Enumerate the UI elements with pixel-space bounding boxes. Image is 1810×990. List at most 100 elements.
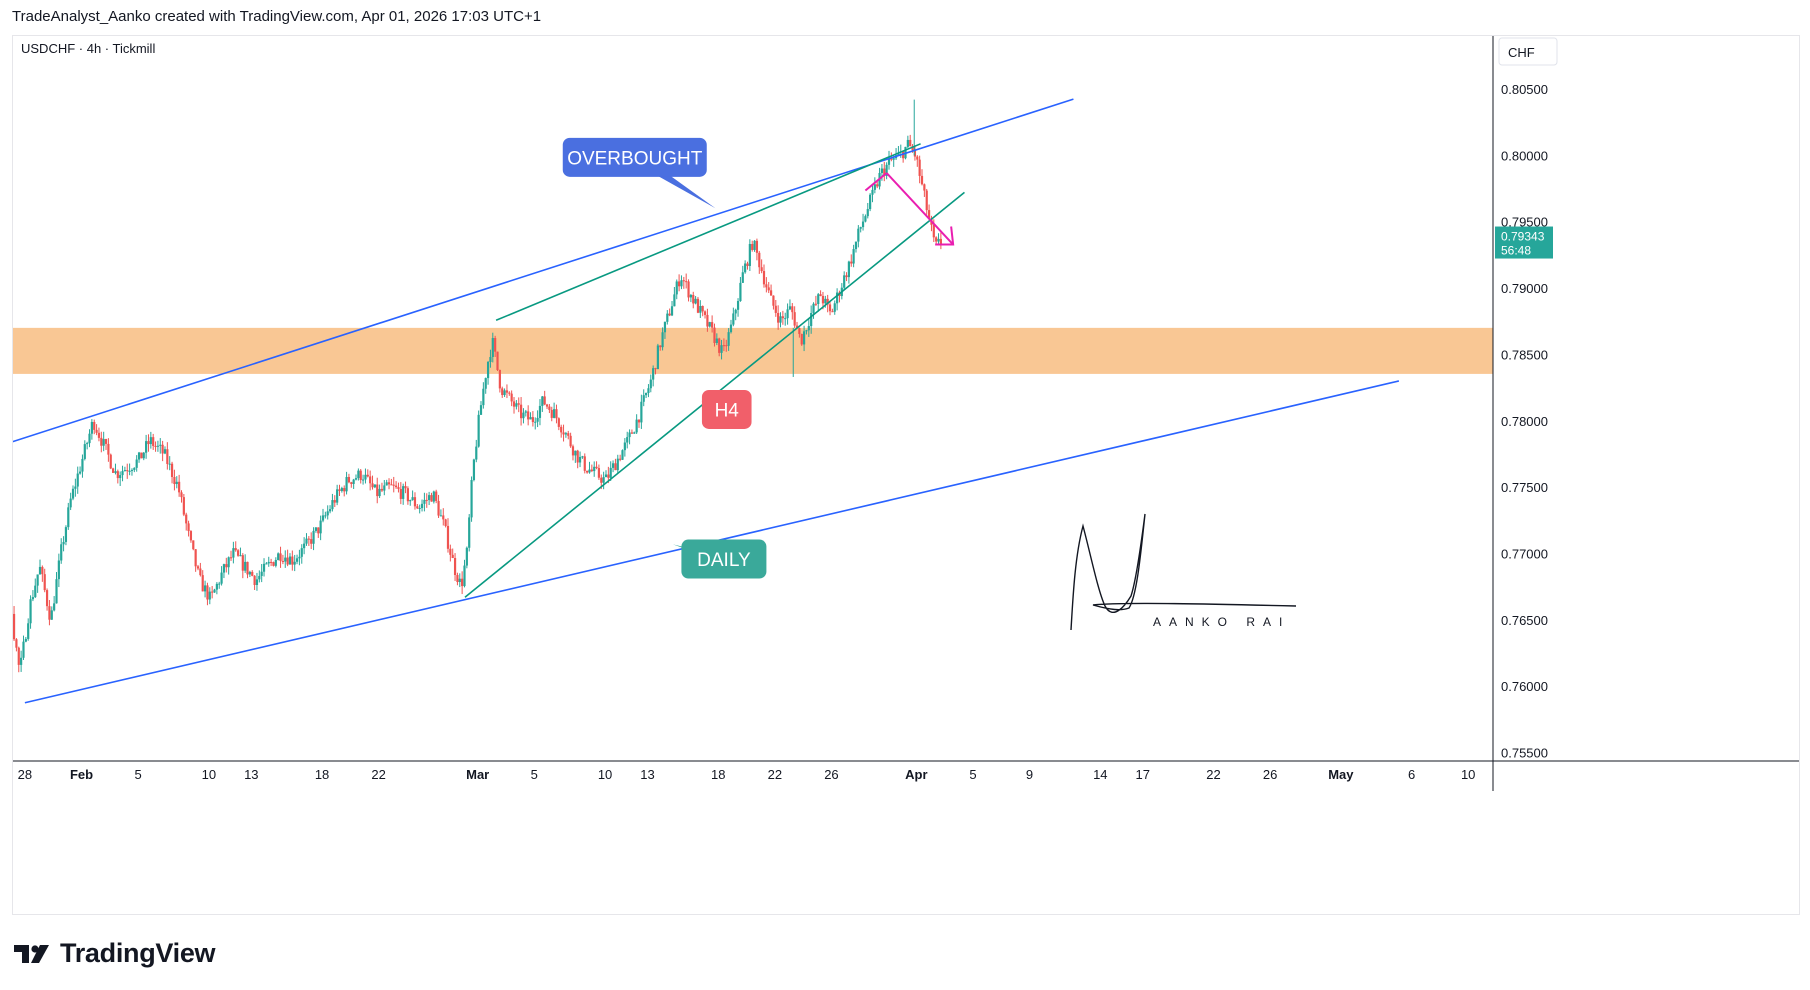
- candle: [387, 478, 391, 490]
- candlestick-chart[interactable]: OVERBOUGHT H4 DAILY CHF 0.80500 0.80000 0.795…: [13, 36, 1799, 914]
- candle: [484, 377, 487, 394]
- candle: [666, 310, 669, 325]
- candle: [847, 260, 851, 284]
- candle: [248, 570, 251, 578]
- candle: [522, 408, 525, 424]
- candle: [397, 482, 400, 493]
- candle: [295, 554, 299, 565]
- candle: [626, 431, 629, 449]
- candle: [41, 565, 44, 582]
- candle: [498, 369, 501, 393]
- candle: [36, 574, 39, 593]
- chart-frame[interactable]: OVERBOUGHT H4 DAILY CHF 0.80500 0.80000 0.795…: [12, 35, 1800, 915]
- candle: [586, 470, 589, 474]
- candle: [859, 226, 862, 233]
- candle: [751, 240, 754, 252]
- candle: [913, 145, 917, 161]
- candle: [48, 600, 51, 626]
- candle: [119, 471, 122, 486]
- candle: [354, 474, 358, 481]
- candle: [718, 337, 721, 357]
- candle: [222, 563, 226, 579]
- candle: [425, 493, 428, 508]
- candle: [366, 469, 369, 478]
- candle: [918, 155, 921, 184]
- candle: [501, 386, 504, 398]
- candle: [220, 566, 223, 586]
- candle: [578, 451, 582, 468]
- time-tick-label: 22: [768, 767, 782, 782]
- candle: [409, 499, 412, 506]
- candle: [293, 554, 296, 572]
- h4-label[interactable]: H4: [701, 389, 752, 429]
- candle: [741, 265, 744, 283]
- candle: [458, 573, 461, 588]
- candle: [312, 527, 315, 551]
- candle: [630, 429, 634, 434]
- candle: [234, 541, 237, 552]
- candle: [746, 261, 749, 270]
- candle: [489, 349, 492, 368]
- candle: [548, 404, 551, 414]
- candle: [543, 390, 546, 406]
- candle: [800, 333, 803, 346]
- candle: [321, 508, 325, 523]
- candle: [173, 469, 176, 491]
- overbought-label-text: OVERBOUGHT: [567, 148, 703, 169]
- candle: [286, 549, 289, 567]
- time-tick-label: 10: [598, 767, 612, 782]
- candle: [251, 570, 254, 577]
- candle: [852, 244, 855, 268]
- candle: [817, 293, 820, 312]
- candle: [444, 518, 447, 528]
- candle: [652, 365, 655, 387]
- candle: [869, 193, 872, 212]
- candle: [477, 410, 480, 448]
- daily-upper-channel[interactable]: [13, 98, 1074, 462]
- candle: [213, 588, 216, 593]
- candle: [203, 580, 207, 598]
- daily-label-text: DAILY: [697, 550, 751, 571]
- candle: [265, 562, 268, 565]
- candle: [390, 478, 393, 486]
- candle: [449, 544, 452, 562]
- candle: [17, 646, 20, 673]
- candle: [62, 536, 65, 552]
- candle: [298, 549, 301, 566]
- footer-logo[interactable]: TradingView: [14, 938, 216, 969]
- candle: [515, 400, 518, 410]
- candle: [701, 305, 704, 317]
- candle: [123, 466, 126, 472]
- candle: [277, 552, 280, 561]
- support-resistance-zone[interactable]: [13, 327, 1493, 374]
- candle: [253, 575, 256, 590]
- candle: [439, 509, 443, 517]
- h4-upper-channel[interactable]: [495, 143, 921, 322]
- candle: [812, 302, 815, 319]
- candle: [675, 279, 678, 300]
- candle: [621, 449, 624, 460]
- currency-button[interactable]: CHF: [1498, 37, 1558, 66]
- overbought-label[interactable]: OVERBOUGHT: [562, 137, 716, 209]
- candle: [267, 556, 270, 567]
- price-tick-label: 0.77500: [1501, 480, 1548, 495]
- candle: [729, 319, 733, 334]
- candle: [178, 474, 181, 497]
- candle: [225, 557, 228, 573]
- candle: [34, 578, 37, 599]
- candle: [262, 558, 266, 577]
- candle: [779, 312, 782, 328]
- candle: [239, 547, 242, 557]
- tradingview-logo-icon: [14, 944, 49, 963]
- candle: [564, 431, 568, 438]
- candle: [692, 291, 695, 309]
- candle: [324, 511, 327, 519]
- candle: [472, 458, 476, 482]
- bearish-projection-arrow[interactable]: [864, 172, 955, 246]
- candle: [451, 548, 454, 559]
- daily-label[interactable]: DAILY: [672, 539, 767, 579]
- candle: [15, 638, 18, 652]
- signature-text: AANKO RAI: [1153, 615, 1290, 629]
- candle: [373, 484, 376, 489]
- candle: [411, 490, 414, 501]
